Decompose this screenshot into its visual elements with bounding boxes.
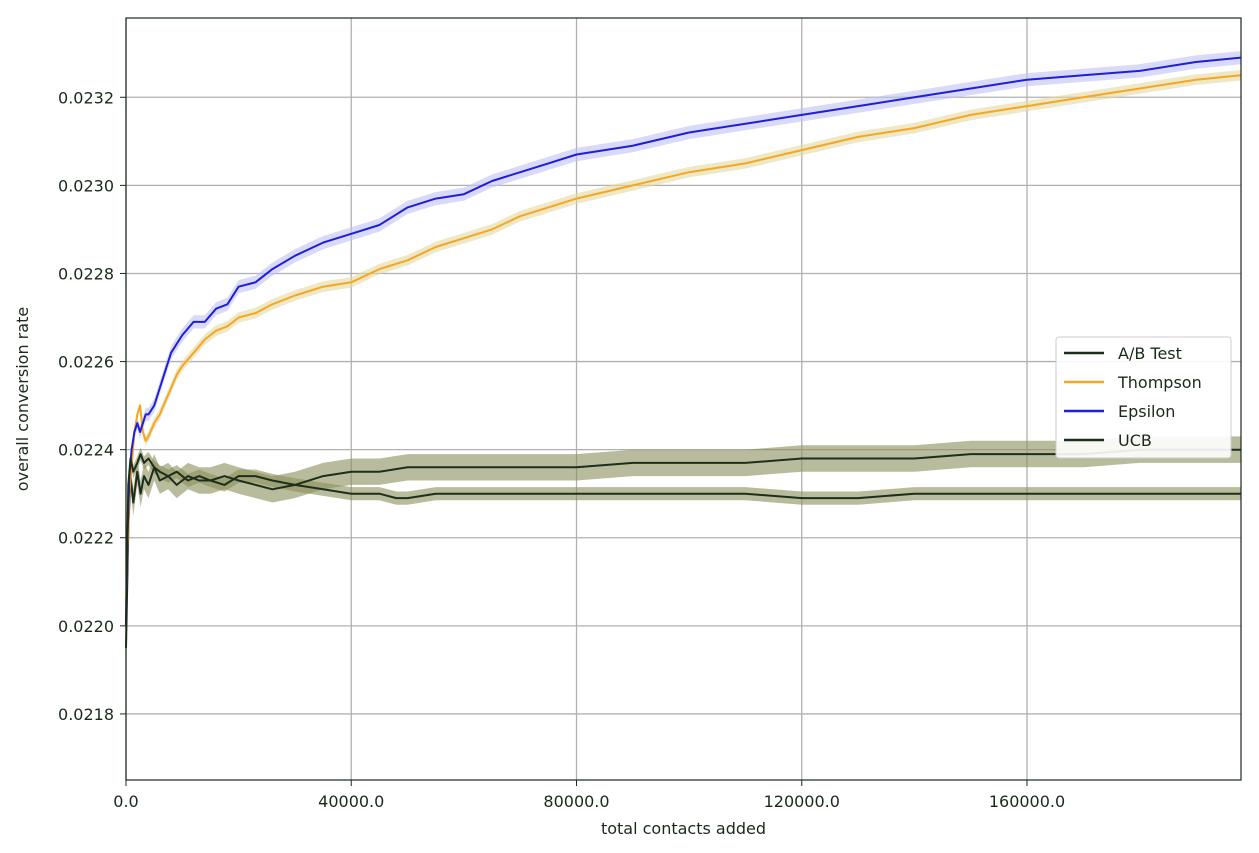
series-lines [125,56,1242,648]
y-tick-label: 0.0220 [58,617,114,636]
legend-label-ucb: UCB [1118,431,1152,450]
series-line-a-b-test [125,448,1241,648]
y-tick-label: 0.0230 [58,176,114,195]
y-tick-label: 0.0222 [58,529,114,548]
x-tick-label: 40000.0 [318,792,384,811]
x-tick-label: 160000.0 [989,792,1065,811]
axis-ticks: 0.0 40000.0 80000.0 120000.0 160000.0 0.0218 0… [58,88,1065,811]
legend: A/B Test Thompson Epsilon UCB [1055,336,1232,459]
x-axis-label: total contacts added [601,819,766,838]
x-tick-label: 120000.0 [764,792,840,811]
x-tick-label: 0.0 [113,792,138,811]
band-thompson [126,70,1241,610]
x-tick-label: 80000.0 [543,792,609,811]
y-tick-label: 0.0226 [58,353,114,372]
legend-label-epsilon: Epsilon [1118,402,1175,421]
y-tick-label: 0.0228 [58,264,114,283]
y-tick-label: 0.0232 [58,88,114,107]
legend-label-ab-test: A/B Test [1118,344,1182,363]
series-line-ucb [125,453,1241,626]
y-tick-label: 0.0224 [58,441,114,460]
legend-label-thompson: Thompson [1117,373,1202,392]
legend-frame [1055,336,1232,459]
series-line-thompson [125,74,1242,604]
y-axis-label: overall conversion rate [13,307,32,491]
plot-frame [125,17,1242,781]
band-a-b-test [126,436,1241,662]
series-line-epsilon [125,56,1242,626]
y-tick-label: 0.0218 [58,705,114,724]
